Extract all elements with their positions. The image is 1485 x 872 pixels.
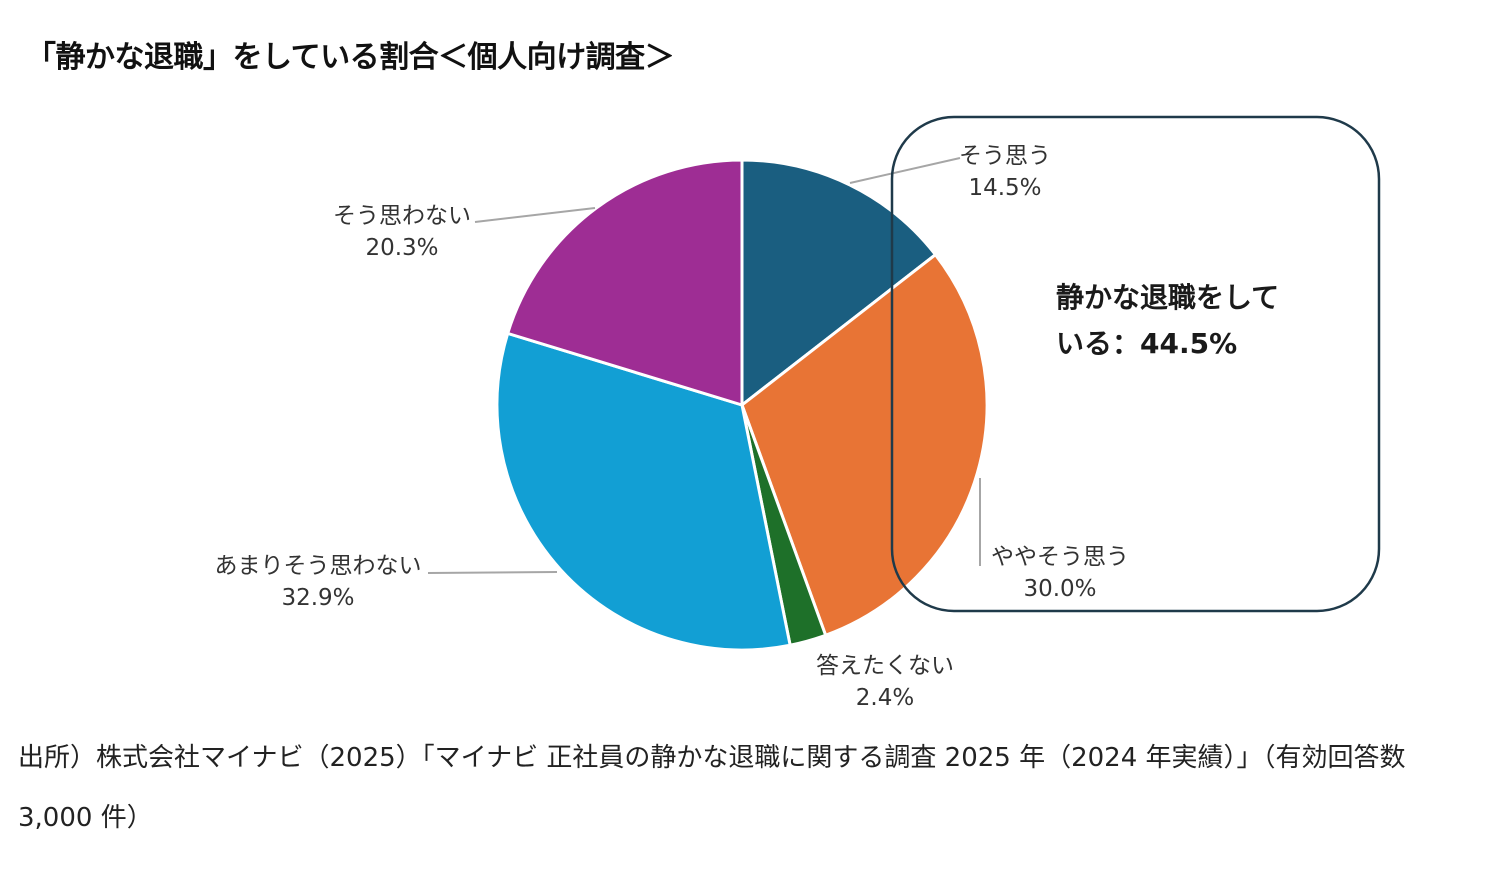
pie-chart: そう思う 14.5% ややそう思う 30.0% 答えたくない 2.4% あまりそう思わない 3… [215,115,1381,711]
slice-label: 答えたくない [816,653,954,679]
pie-slices [495,158,989,652]
pie-slice [740,158,937,407]
slice-value-label: 14.5% [968,175,1041,201]
leader-line [474,207,596,223]
leader-line [427,571,558,574]
slice-value-label: 32.9% [281,585,354,611]
chart-title: 「静かな退職」をしている割合＜個人向け調査＞ [26,40,675,75]
source-note: 出所）株式会社マイナビ（2025）「マイナビ 正社員の静かな退職に関する調査 2… [18,743,1406,833]
slice-labels: そう思う 14.5% ややそう思う 30.0% 答えたくない 2.4% あまりそう思わない 3… [215,143,1130,711]
slice-label: あまりそう思わない [215,553,422,579]
slice-value-label: 30.0% [1023,576,1096,602]
slice-value-label: 20.3% [365,235,438,261]
pie-slice [506,158,744,407]
leader-line [849,157,961,184]
slice-label: そう思う [959,143,1051,169]
pie-slice [495,331,792,652]
leader-lines [427,157,981,574]
pie-slice [740,253,989,637]
slice-label: そう思わない [333,203,471,229]
slice-label: ややそう思う [991,544,1129,570]
callout-box [890,115,1381,613]
slice-value-label: 2.4% [856,685,914,711]
callout-line-1: 静かな退職をして [1056,281,1279,314]
callout-line-2: いる：44.5% [1056,327,1237,360]
